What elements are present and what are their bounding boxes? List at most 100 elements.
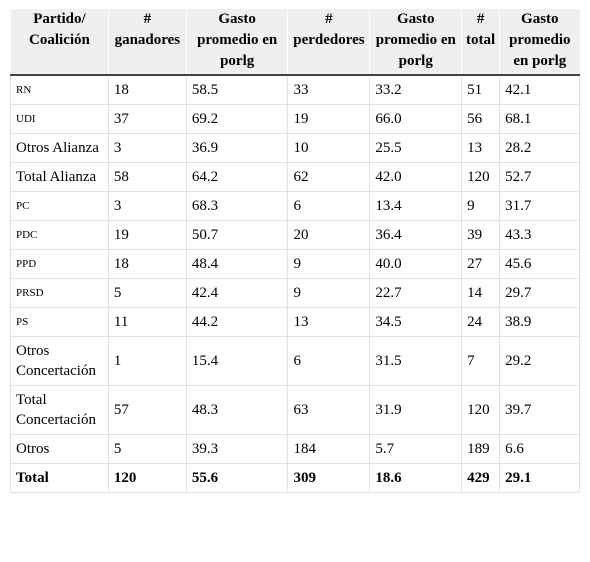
row-label: PS <box>10 307 109 337</box>
table-row: PRSD 5 42.4 9 22.7 14 29.7 <box>10 278 580 308</box>
cell: 20 <box>287 220 371 250</box>
cell: 31.5 <box>369 336 463 386</box>
table-row: PS 11 44.2 13 34.5 24 38.9 <box>10 307 580 337</box>
row-label: PDC <box>10 220 109 250</box>
cell: 22.7 <box>369 278 463 308</box>
table-body: RN 18 58.5 33 33.2 51 42.1 UDI 37 69.2 19 66.0 56 68.… <box>10 74 580 493</box>
cell: 9 <box>287 278 371 308</box>
cell: 24 <box>461 307 501 337</box>
cell: 6 <box>287 191 371 221</box>
cell: 44.2 <box>185 307 289 337</box>
cell: 25.5 <box>369 133 463 163</box>
cell: 18.6 <box>369 463 463 493</box>
cell: 13 <box>287 307 371 337</box>
header-cell: # ganadores <box>107 9 187 76</box>
cell: 184 <box>287 434 371 464</box>
cell: 45.6 <box>499 249 580 279</box>
cell: 64.2 <box>185 162 289 192</box>
cell: 39 <box>461 220 501 250</box>
cell: 31.9 <box>369 385 463 435</box>
cell: 58.5 <box>185 74 289 105</box>
cell: 9 <box>461 191 501 221</box>
table-row: Otros 5 39.3 184 5.7 189 6.6 <box>10 434 580 464</box>
cell: 39.7 <box>499 385 580 435</box>
table-row: PC 3 68.3 6 13.4 9 31.7 <box>10 191 580 221</box>
cell: 5 <box>107 278 187 308</box>
cell: 429 <box>461 463 501 493</box>
cell: 66.0 <box>369 104 463 134</box>
header-cell: # total <box>461 9 500 76</box>
header-cell: Gasto promedio en porlg <box>499 9 580 76</box>
cell: 33.2 <box>369 74 463 105</box>
cell: 42.0 <box>369 162 463 192</box>
cell: 57 <box>107 385 187 435</box>
cell: 36.9 <box>185 133 289 163</box>
row-label: UDI <box>10 104 109 134</box>
cell: 9 <box>287 249 371 279</box>
row-label: RN <box>10 74 109 105</box>
cell: 14 <box>461 278 501 308</box>
table-row: Total Concertación 57 48.3 63 31.9 120 39.7 <box>10 385 580 435</box>
table-row: PDC 19 50.7 20 36.4 39 43.3 <box>10 220 580 250</box>
cell: 68.3 <box>185 191 289 221</box>
cell: 68.1 <box>499 104 580 134</box>
cell: 39.3 <box>185 434 289 464</box>
cell: 33 <box>287 74 371 105</box>
table-row: Total 120 55.6 309 18.6 429 29.1 <box>10 463 580 493</box>
cell: 38.9 <box>499 307 580 337</box>
cell: 309 <box>287 463 371 493</box>
cell: 51 <box>461 74 501 105</box>
cell: 37 <box>107 104 187 134</box>
cell: 3 <box>107 133 187 163</box>
row-label: PC <box>10 191 109 221</box>
row-label: Otros Alianza <box>10 133 109 163</box>
data-table: Partido/ Coalición # ganadores Gasto prome… <box>10 9 580 493</box>
cell: 58 <box>107 162 187 192</box>
cell: 40.0 <box>369 249 463 279</box>
cell: 27 <box>461 249 501 279</box>
cell: 15.4 <box>185 336 289 386</box>
table-row: Total Alianza 58 64.2 62 42.0 120 52.7 <box>10 162 580 192</box>
cell: 29.7 <box>499 278 580 308</box>
row-label: Total Concertación <box>10 385 109 435</box>
cell: 36.4 <box>369 220 463 250</box>
cell: 120 <box>461 385 501 435</box>
header-cell: Gasto promedio en porlg <box>369 9 462 76</box>
table-row: RN 18 58.5 33 33.2 51 42.1 <box>10 74 580 105</box>
row-label: Total <box>10 463 109 493</box>
cell: 10 <box>287 133 371 163</box>
cell: 34.5 <box>369 307 463 337</box>
cell: 42.1 <box>499 74 580 105</box>
table-row: Otros Concertación 1 15.4 6 31.5 7 29.2 <box>10 336 580 386</box>
cell: 69.2 <box>185 104 289 134</box>
cell: 62 <box>287 162 371 192</box>
cell: 52.7 <box>499 162 580 192</box>
header-cell: Gasto promedio en porlg <box>185 9 288 76</box>
cell: 55.6 <box>185 463 289 493</box>
cell: 18 <box>107 74 187 105</box>
cell: 5.7 <box>369 434 463 464</box>
cell: 3 <box>107 191 187 221</box>
header-cell: # perdedores <box>287 9 370 76</box>
cell: 13.4 <box>369 191 463 221</box>
cell: 29.2 <box>499 336 580 386</box>
row-label: PRSD <box>10 278 109 308</box>
cell: 18 <box>107 249 187 279</box>
cell: 43.3 <box>499 220 580 250</box>
cell: 120 <box>107 463 187 493</box>
cell: 63 <box>287 385 371 435</box>
cell: 29.1 <box>499 463 580 493</box>
cell: 6 <box>287 336 371 386</box>
cell: 120 <box>461 162 501 192</box>
cell: 5 <box>107 434 187 464</box>
header-row: Partido/ Coalición # ganadores Gasto prome… <box>10 9 580 76</box>
cell: 28.2 <box>499 133 580 163</box>
cell: 6.6 <box>499 434 580 464</box>
table-row: Otros Alianza 3 36.9 10 25.5 13 28.2 <box>10 133 580 163</box>
cell: 56 <box>461 104 501 134</box>
row-label: PPD <box>10 249 109 279</box>
table-row: PPD 18 48.4 9 40.0 27 45.6 <box>10 249 580 279</box>
cell: 7 <box>461 336 501 386</box>
row-label: Total Alianza <box>10 162 109 192</box>
cell: 1 <box>107 336 187 386</box>
